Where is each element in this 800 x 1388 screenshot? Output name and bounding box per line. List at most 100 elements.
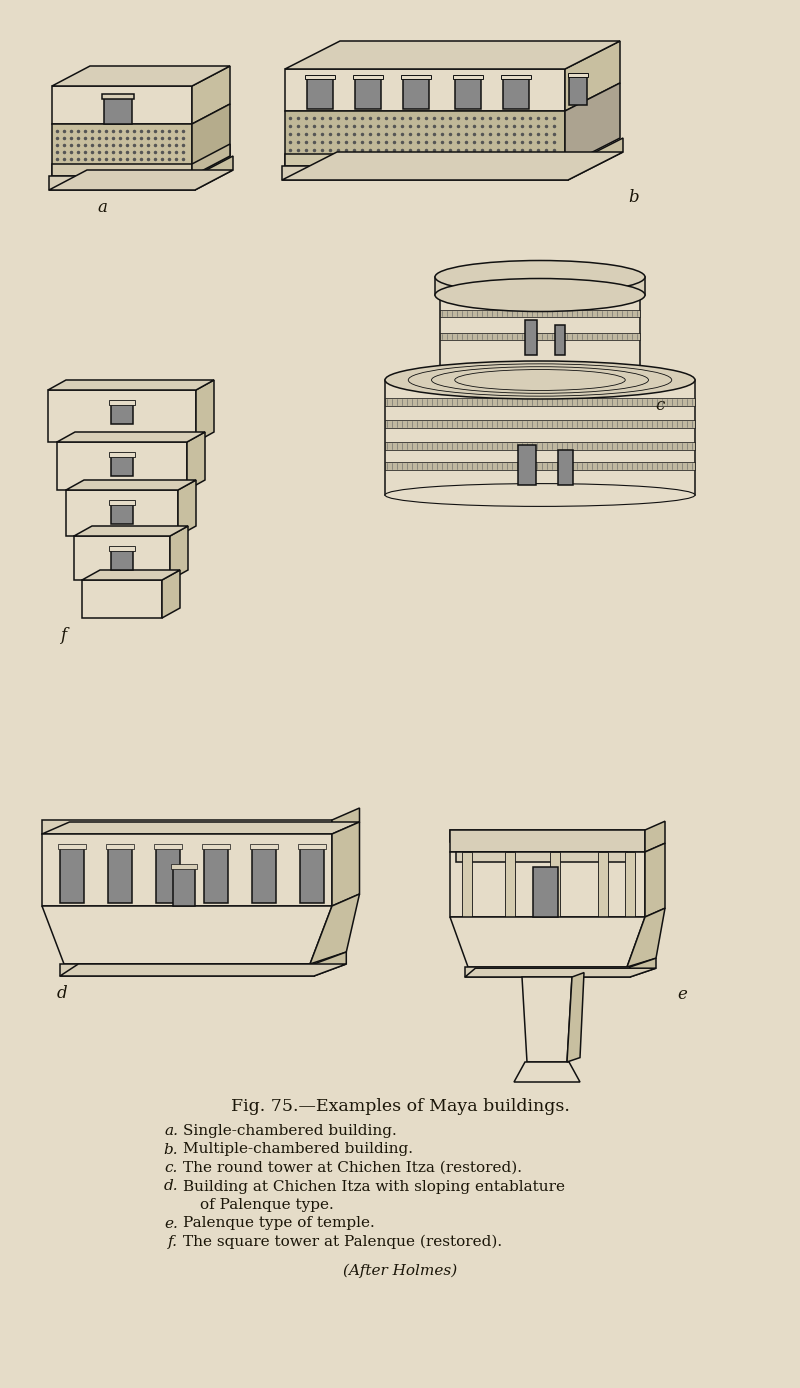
Bar (450, 852, 645, 917)
Bar (282, 167, 568, 180)
Text: c.: c. (165, 1160, 178, 1176)
Bar (518, 446, 536, 484)
Polygon shape (645, 843, 665, 917)
Bar (505, 852, 515, 917)
Ellipse shape (385, 483, 695, 507)
Text: e: e (677, 985, 687, 1004)
Bar (555, 325, 565, 355)
Bar (52, 86, 192, 124)
Text: The square tower at Palenque (restored).: The square tower at Palenque (restored). (183, 1235, 502, 1249)
Bar (440, 310, 640, 316)
Text: of Palenque type.: of Palenque type. (200, 1198, 334, 1212)
Polygon shape (314, 952, 346, 976)
Bar (455, 76, 481, 110)
Bar (171, 863, 197, 869)
Ellipse shape (435, 279, 645, 311)
Polygon shape (192, 144, 230, 176)
Polygon shape (310, 894, 359, 965)
Bar (49, 176, 195, 190)
Bar (285, 69, 565, 111)
Bar (550, 852, 560, 917)
Bar (52, 164, 192, 176)
Text: Multiple-chambered building.: Multiple-chambered building. (183, 1142, 413, 1156)
Text: f.: f. (168, 1235, 178, 1249)
Bar (111, 454, 133, 476)
Bar (285, 154, 565, 167)
Polygon shape (60, 965, 346, 976)
Text: a.: a. (164, 1124, 178, 1138)
Text: Palenque type of temple.: Palenque type of temple. (183, 1216, 374, 1231)
Bar (108, 847, 132, 904)
Bar (435, 278, 645, 296)
Polygon shape (52, 67, 230, 86)
Polygon shape (565, 42, 620, 111)
Bar (250, 844, 278, 849)
Bar (285, 111, 565, 167)
Polygon shape (195, 155, 233, 190)
Bar (533, 868, 558, 917)
Bar (456, 852, 627, 862)
Bar (307, 76, 333, 110)
Bar (202, 844, 230, 849)
Polygon shape (178, 480, 196, 536)
Bar (558, 450, 573, 484)
Ellipse shape (440, 369, 640, 382)
Bar (353, 75, 383, 79)
Text: The round tower at Chichen Itza (restored).: The round tower at Chichen Itza (restore… (183, 1160, 522, 1176)
Bar (385, 398, 695, 407)
Polygon shape (630, 958, 656, 977)
Text: b.: b. (163, 1142, 178, 1156)
Text: a: a (97, 198, 107, 217)
Polygon shape (627, 908, 665, 967)
Polygon shape (450, 917, 645, 967)
Bar (525, 321, 537, 355)
Polygon shape (192, 104, 230, 176)
Polygon shape (42, 906, 332, 965)
Ellipse shape (440, 283, 640, 308)
Polygon shape (285, 42, 620, 69)
Bar (440, 296, 640, 380)
Bar (385, 462, 695, 471)
Bar (465, 967, 630, 977)
Bar (569, 75, 587, 105)
Bar (102, 94, 134, 99)
Bar (385, 380, 695, 496)
Polygon shape (74, 526, 188, 536)
Bar (204, 847, 228, 904)
Bar (111, 403, 133, 423)
Bar (252, 847, 276, 904)
Bar (403, 76, 429, 110)
Bar (42, 820, 332, 834)
Bar (305, 75, 335, 79)
Polygon shape (57, 432, 205, 441)
Bar (385, 441, 695, 450)
Polygon shape (170, 526, 188, 580)
Text: Single-chambered building.: Single-chambered building. (183, 1124, 397, 1138)
Polygon shape (465, 969, 656, 977)
Polygon shape (49, 169, 233, 190)
Bar (66, 490, 178, 536)
Bar (109, 452, 135, 457)
Text: e.: e. (164, 1216, 178, 1231)
Bar (568, 74, 588, 76)
Polygon shape (332, 822, 359, 906)
Bar (450, 830, 645, 852)
Text: d: d (57, 985, 67, 1002)
Polygon shape (567, 973, 584, 1062)
Text: Fig. 75.—Examples of Maya buildings.: Fig. 75.—Examples of Maya buildings. (230, 1098, 570, 1115)
Bar (42, 834, 332, 906)
Bar (453, 75, 483, 79)
Text: (After Holmes): (After Holmes) (343, 1263, 457, 1278)
Bar (58, 844, 86, 849)
Polygon shape (192, 67, 230, 124)
Polygon shape (645, 822, 665, 852)
Bar (109, 500, 135, 505)
Bar (111, 548, 133, 570)
Polygon shape (82, 570, 180, 580)
Bar (52, 124, 192, 176)
Bar (355, 76, 381, 110)
Bar (60, 847, 84, 904)
Bar (462, 852, 472, 917)
Polygon shape (568, 137, 623, 180)
Bar (440, 333, 640, 340)
